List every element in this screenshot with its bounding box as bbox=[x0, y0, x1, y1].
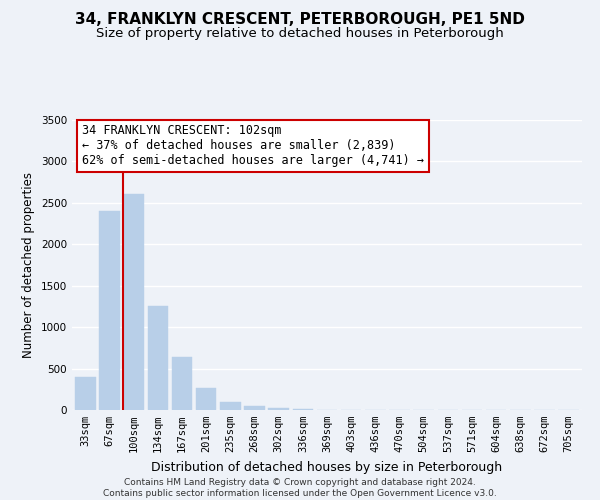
Bar bbox=[268, 408, 289, 410]
X-axis label: Distribution of detached houses by size in Peterborough: Distribution of detached houses by size … bbox=[151, 460, 503, 473]
Bar bbox=[75, 377, 95, 410]
Bar bbox=[220, 402, 241, 410]
Text: Size of property relative to detached houses in Peterborough: Size of property relative to detached ho… bbox=[96, 28, 504, 40]
Text: 34, FRANKLYN CRESCENT, PETERBOROUGH, PE1 5ND: 34, FRANKLYN CRESCENT, PETERBOROUGH, PE1… bbox=[75, 12, 525, 28]
Bar bbox=[172, 357, 192, 410]
Bar bbox=[124, 194, 144, 410]
Bar bbox=[196, 388, 217, 410]
Y-axis label: Number of detached properties: Number of detached properties bbox=[22, 172, 35, 358]
Bar bbox=[244, 406, 265, 410]
Text: Contains HM Land Registry data © Crown copyright and database right 2024.
Contai: Contains HM Land Registry data © Crown c… bbox=[103, 478, 497, 498]
Bar bbox=[99, 211, 120, 410]
Text: 34 FRANKLYN CRESCENT: 102sqm
← 37% of detached houses are smaller (2,839)
62% of: 34 FRANKLYN CRESCENT: 102sqm ← 37% of de… bbox=[82, 124, 424, 168]
Bar bbox=[148, 306, 168, 410]
